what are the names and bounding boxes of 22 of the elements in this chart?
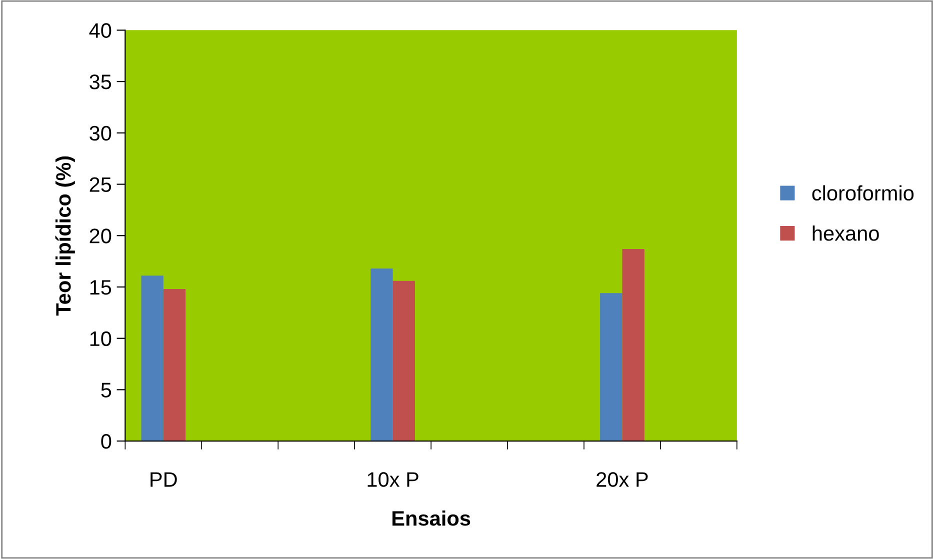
x-axis-title: Ensaios <box>392 510 470 526</box>
x-tick-label: PD <box>150 472 177 487</box>
bar <box>392 280 415 442</box>
y-tick-label: 15 <box>90 280 112 295</box>
bar <box>141 276 164 442</box>
bar <box>600 293 622 442</box>
y-tick-label: 30 <box>90 126 112 141</box>
y-tick-label: 25 <box>90 177 112 192</box>
x-tick-label: 10x P <box>368 472 418 487</box>
legend-label: hexano <box>812 225 879 241</box>
bar <box>622 248 644 442</box>
y-tick-label: 0 <box>101 434 112 449</box>
y-tick-label: 10 <box>90 331 112 346</box>
y-tick-label: 20 <box>90 228 112 244</box>
y-tick-label: 35 <box>90 74 112 90</box>
y-tick-label: 5 <box>101 382 112 398</box>
bar <box>163 289 186 442</box>
legend-label: cloroformio <box>812 185 914 201</box>
x-tick-label: 20x P <box>596 472 648 487</box>
bar <box>370 268 393 442</box>
y-axis-title: Teor lipídico (%) <box>55 156 75 316</box>
y-tick-label: 40 <box>89 23 112 38</box>
